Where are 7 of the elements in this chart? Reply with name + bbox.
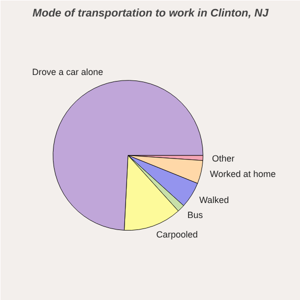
slice-label: Bus	[187, 210, 204, 220]
slice-label: Worked at home	[210, 169, 276, 180]
slice-label: Drove a car alone	[32, 67, 104, 77]
slice-label: Other	[212, 153, 234, 164]
slice-label: Walked	[199, 195, 229, 206]
slice-label: Carpooled	[156, 230, 198, 240]
chart-title: Mode of transportation to work in Clinton, NJ	[32, 8, 270, 20]
